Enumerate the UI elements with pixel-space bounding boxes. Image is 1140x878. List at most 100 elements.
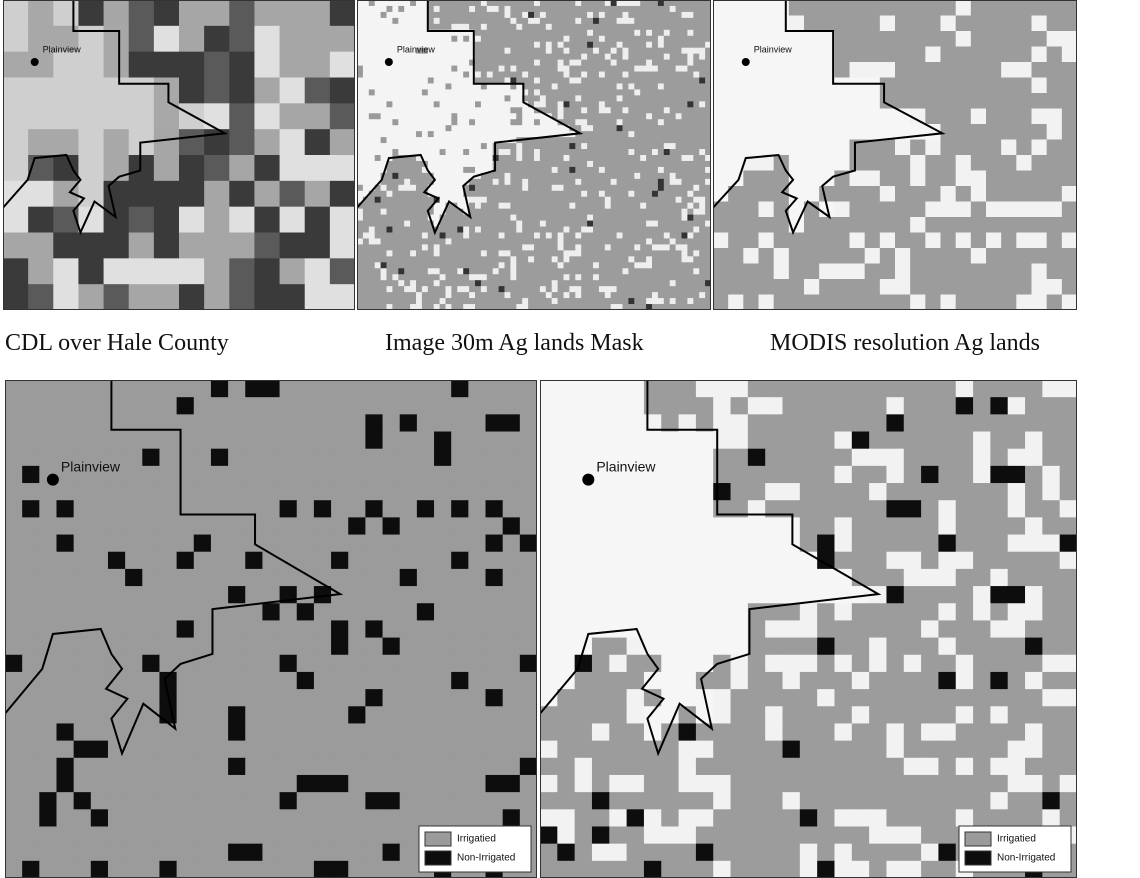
map-cell: [670, 48, 676, 54]
map-cell: [314, 689, 332, 707]
map-cell: [986, 109, 1002, 125]
map-cell: [569, 54, 575, 60]
map-cell: [375, 18, 381, 24]
map-cell: [676, 256, 682, 262]
map-cell: [451, 414, 469, 432]
map-cell: [670, 125, 676, 131]
map-cell: [599, 36, 605, 42]
map-cell: [687, 292, 693, 298]
map-cell: [986, 62, 1002, 78]
map-cell: [486, 586, 504, 604]
map-cell: [569, 48, 575, 54]
map-cell: [1016, 217, 1032, 233]
map-cell: [558, 89, 564, 95]
map-cell: [154, 0, 180, 26]
map-cell: [748, 380, 766, 398]
map-cell: [605, 131, 611, 137]
map-cell: [646, 89, 652, 95]
map-cell: [652, 227, 658, 233]
map-cell: [510, 268, 516, 274]
map-cell: [699, 280, 705, 286]
map-cell: [652, 209, 658, 215]
map-cell: [398, 131, 404, 137]
map-cell: [451, 238, 457, 244]
map-cell: [1060, 466, 1077, 484]
map-cell: [493, 107, 499, 113]
map-cell: [475, 95, 481, 101]
map-cell: [617, 48, 623, 54]
map-cell: [804, 62, 820, 78]
map-cell: [605, 137, 611, 143]
map-cell: [696, 449, 714, 467]
map-cell: [534, 256, 540, 262]
map-cell: [211, 826, 229, 844]
map-cell: [652, 24, 658, 30]
map-cell: [904, 449, 922, 467]
map-cell: [434, 552, 452, 570]
map-cell: [611, 89, 617, 95]
map-cell: [451, 466, 469, 484]
map-cell: [440, 161, 446, 167]
map-cell: [369, 119, 375, 125]
map-cell: [670, 131, 676, 137]
map-cell: [398, 221, 404, 227]
map-cell: [493, 227, 499, 233]
map-cell: [194, 397, 212, 415]
map-cell: [417, 535, 435, 553]
map-cell: [611, 173, 617, 179]
map-cell: [516, 179, 522, 185]
map-cell: [605, 149, 611, 155]
map-cell: [575, 30, 581, 36]
map-cell: [468, 483, 486, 501]
map-cell: [493, 268, 499, 274]
map-cell: [154, 78, 180, 104]
map-cell: [245, 569, 263, 587]
map-cell: [687, 48, 693, 54]
map-cell: [540, 66, 546, 72]
map-cell: [693, 42, 699, 48]
map-cell: [463, 54, 469, 60]
map-cell: [652, 250, 658, 256]
map-cell: [941, 217, 957, 233]
map-cell: [387, 197, 393, 203]
map-cell: [493, 72, 499, 78]
map-cell: [634, 48, 640, 54]
map-cell: [463, 250, 469, 256]
map-cell: [728, 295, 744, 311]
map-cell: [661, 517, 679, 535]
map-cell: [1062, 171, 1077, 187]
map-cell: [609, 380, 627, 398]
map-cell: [383, 483, 401, 501]
map-cell: [280, 233, 306, 259]
map-cell: [422, 95, 428, 101]
map-cell: [850, 217, 866, 233]
map-cell: [925, 186, 941, 202]
map-cell: [387, 24, 393, 30]
map-cell: [546, 155, 552, 161]
map-cell: [587, 161, 593, 167]
map-cell: [194, 380, 212, 398]
map-cell: [1047, 47, 1063, 63]
map-cell: [834, 62, 850, 78]
map-cell: [646, 60, 652, 66]
map-cell: [428, 161, 434, 167]
map-cell: [398, 191, 404, 197]
map-cell: [108, 586, 126, 604]
map-cell: [440, 24, 446, 30]
map-cell: [569, 286, 575, 292]
map-cell: [687, 238, 693, 244]
map-cell: [228, 380, 246, 398]
map-cell: [510, 107, 516, 113]
map-cell: [800, 380, 818, 398]
map-cell: [434, 161, 440, 167]
map-cell: [693, 161, 699, 167]
map-cell: [865, 109, 881, 125]
map-cell: [850, 93, 866, 109]
map-cell: [142, 775, 160, 793]
map-cell: [664, 12, 670, 18]
map-cell: [510, 233, 516, 239]
map-cell: [375, 30, 381, 36]
map-cell: [540, 203, 546, 209]
map-cell: [416, 95, 422, 101]
map-cell: [387, 113, 393, 119]
